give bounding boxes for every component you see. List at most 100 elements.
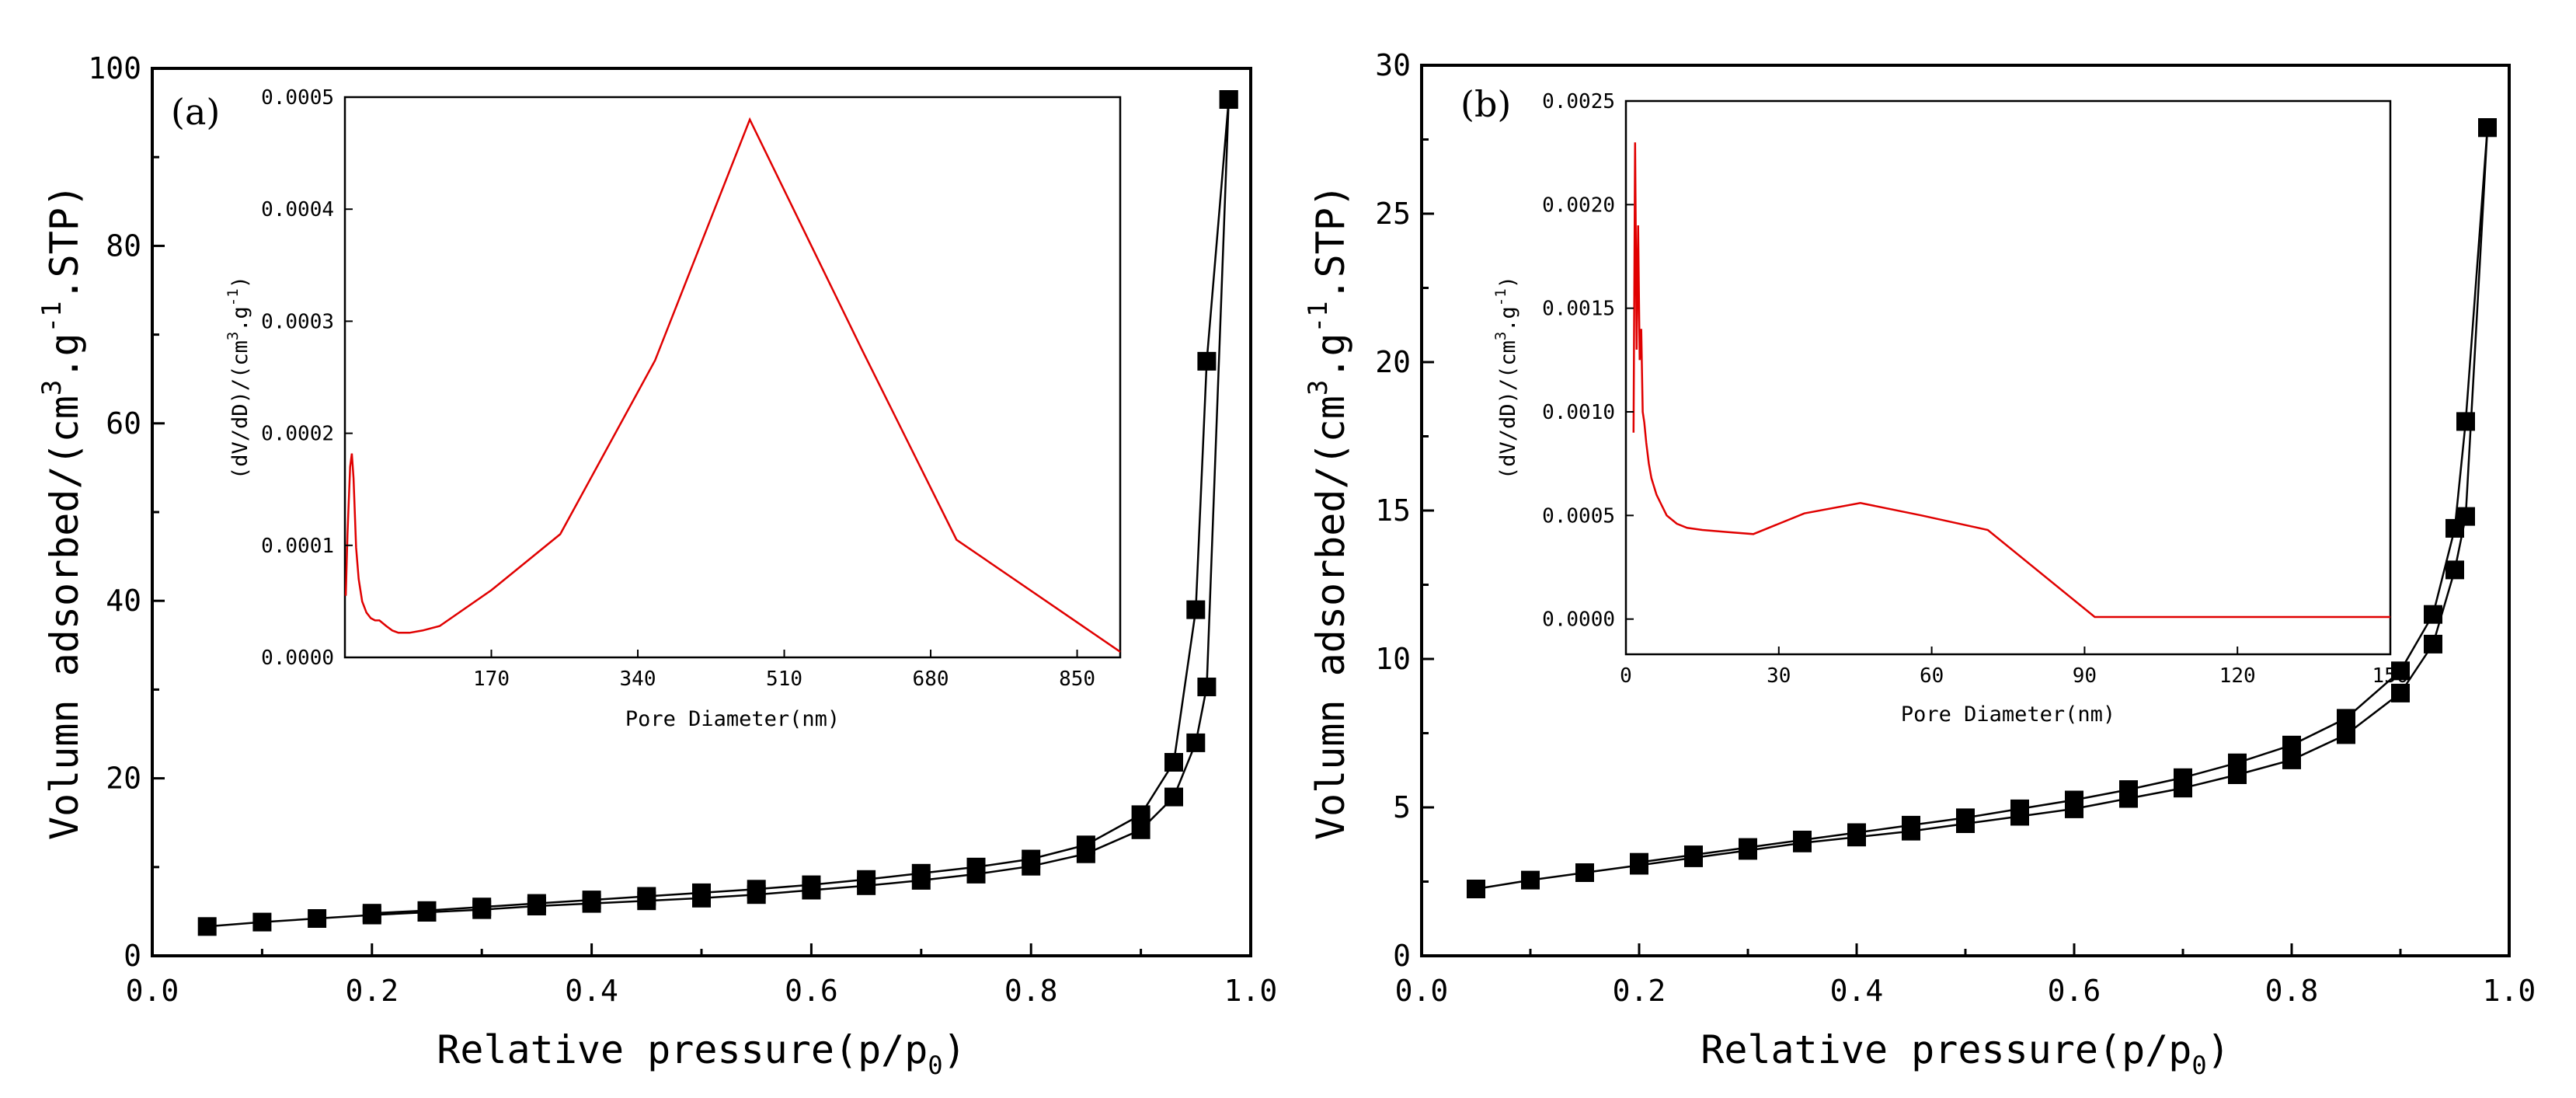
isotherm-marks-b — [1467, 118, 2497, 898]
desorption-point-b — [1739, 838, 1757, 857]
y-tick-label-b: 0 — [1393, 939, 1411, 973]
adsorption-point-a — [1197, 678, 1217, 696]
inset-x-tick-label-a: 170 — [473, 668, 510, 691]
desorption-point-a — [911, 863, 931, 883]
inset-x-axis-label-b: Pore Diameter(nm) — [1901, 702, 2115, 727]
inset-x-tick-label-b: 0 — [1620, 664, 1632, 688]
desorption-point-b — [1793, 831, 1812, 849]
adsorption-point-b — [2424, 634, 2442, 654]
desorption-point-a — [1076, 835, 1095, 855]
desorption-point-b — [2424, 605, 2442, 624]
y-tick-label-a: 60 — [106, 406, 141, 441]
desorption-point-b — [2282, 735, 2301, 755]
adsorption-line-a — [207, 99, 1230, 928]
desorption-point-a — [857, 870, 876, 889]
x-tick-label-a: 0.8 — [1004, 974, 1058, 1008]
desorption-point-a — [417, 901, 437, 920]
desorption-point-a — [1186, 600, 1206, 619]
y-tick-label-a: 20 — [106, 762, 141, 796]
inset-x-tick-label-a: 850 — [1059, 668, 1095, 691]
inset-x-tick-label-b: 30 — [1767, 664, 1791, 688]
inset-y-tick-label-b: 0.0015 — [1542, 298, 1615, 321]
x-tick-label-a: 0.2 — [345, 974, 399, 1008]
x-tick-label-b: 0.2 — [1613, 974, 1666, 1008]
adsorption-point-b — [1575, 863, 1594, 882]
x-tick-label-a: 0.6 — [785, 974, 838, 1008]
y-tick-label-b: 20 — [1375, 345, 1411, 379]
x-tick-label-a: 1.0 — [1224, 974, 1278, 1008]
axis-ticks-b: 0.0 0.2 0.4 0.6 0.8 1.0 0 5 10 15 20 25 30 — [1375, 48, 2536, 1008]
desorption-point-b — [2445, 518, 2464, 538]
inset-frame-b — [1624, 99, 2392, 656]
panel-b: 0.0 0.2 0.4 0.6 0.8 1.0 0 5 10 15 20 25 30 (b) Relat… — [1303, 48, 2536, 1080]
inset-x-tick-label-a: 510 — [766, 668, 802, 691]
y-tick-label-a: 0 — [124, 939, 141, 973]
desorption-point-b — [1956, 808, 1975, 828]
desorption-point-a — [472, 898, 492, 917]
panel-a: 0.0 0.2 0.4 0.6 0.8 1.0 0 20 40 60 80 100 (a) Relat… — [37, 51, 1277, 1080]
adsorption-line-b — [1475, 127, 2489, 891]
y-tick-label-b: 10 — [1375, 642, 1411, 676]
adsorption-point-a — [252, 912, 272, 932]
inset-ticks-b: 0 30 60 90 120 150 0.0000 0.0005 0.0010 0.0015 0.0… — [1542, 90, 2408, 688]
pore-size-distribution-b — [1632, 142, 2390, 619]
isotherm-marks-a — [197, 90, 1238, 936]
desorption-point-b — [1684, 845, 1703, 865]
adsorption-point-b — [1521, 870, 1540, 890]
y-tick-label-b: 15 — [1375, 493, 1411, 528]
desorption-point-a — [802, 875, 821, 894]
inset-y-tick-label-b: 0.0010 — [1542, 401, 1615, 424]
y-tick-label-b: 30 — [1375, 48, 1411, 82]
x-tick-label-b: 0.8 — [2265, 974, 2319, 1008]
y-tick-label-b: 5 — [1393, 790, 1411, 824]
desorption-point-b — [2337, 709, 2355, 728]
inset-x-tick-label-a: 340 — [620, 668, 656, 691]
inset-y-tick-label-a: 0.0004 — [261, 198, 334, 221]
desorption-point-a — [1022, 849, 1041, 869]
inset-y-tick-label-a: 0.0003 — [261, 310, 334, 333]
adsorption-point-b — [2337, 725, 2355, 744]
inset-y-tick-label-a: 0.0005 — [261, 86, 334, 110]
y-axis-label-a: Volumn adsorbed/(cm3.g-1.STP) — [37, 184, 87, 840]
desorption-point-a — [362, 904, 381, 923]
desorption-point-a — [1219, 90, 1238, 109]
desorption-point-b — [2391, 661, 2410, 681]
inset-y-tick-label-b: 0.0020 — [1542, 193, 1615, 217]
adsorption-point-b — [2391, 683, 2410, 702]
x-axis-label-a: Relative pressure(p/p0) — [437, 1027, 966, 1080]
pore-size-distribution-a — [344, 117, 1121, 653]
x-tick-label-a: 0.4 — [565, 974, 618, 1008]
adsorption-point-b — [2445, 560, 2464, 580]
inset-b: 0 30 60 90 120 150 0.0000 0.0005 0.0010 0.0015 0.0… — [1492, 90, 2408, 727]
desorption-point-a — [966, 857, 986, 877]
x-tick-label-b: 0.0 — [1395, 974, 1449, 1008]
y-tick-label-a: 80 — [106, 228, 141, 263]
x-tick-label-a: 0.0 — [126, 974, 179, 1008]
adsorption-point-a — [1186, 733, 1206, 752]
inset-x-tick-label-b: 90 — [2073, 664, 2097, 688]
desorption-point-b — [2065, 790, 2083, 810]
inset-ticks-a: 170 340 510 680 850 0.0000 0.0001 0.0002 0.0003 0… — [261, 86, 1095, 691]
inset-x-tick-label-b: 60 — [1920, 664, 1944, 688]
adsorption-point-b — [1467, 880, 1485, 898]
y-tick-label-a: 40 — [106, 584, 141, 618]
x-tick-label-b: 1.0 — [2483, 974, 2536, 1008]
inset-y-tick-label-b: 0.0025 — [1542, 90, 1615, 113]
y-tick-label-b: 25 — [1375, 197, 1411, 231]
desorption-point-a — [1131, 805, 1150, 824]
desorption-point-b — [2228, 753, 2247, 772]
desorption-point-b — [2119, 780, 2138, 800]
x-tick-label-b: 0.6 — [2048, 974, 2101, 1008]
inset-x-tick-label-b: 150 — [2372, 664, 2409, 688]
desorption-point-a — [527, 894, 546, 913]
desorption-point-a — [692, 883, 711, 902]
desorption-point-a — [582, 891, 601, 910]
inset-a: 170 340 510 680 850 0.0000 0.0001 0.0002 0.0003 0… — [225, 86, 1122, 731]
inset-x-tick-label-a: 680 — [913, 668, 949, 691]
inset-y-tick-label-a: 0.0002 — [261, 423, 334, 446]
panel-label-b: (b) — [1460, 83, 1511, 125]
inset-y-tick-label-b: 0.0000 — [1542, 608, 1615, 632]
desorption-point-a — [1164, 753, 1183, 772]
desorption-point-b — [1902, 815, 1920, 835]
